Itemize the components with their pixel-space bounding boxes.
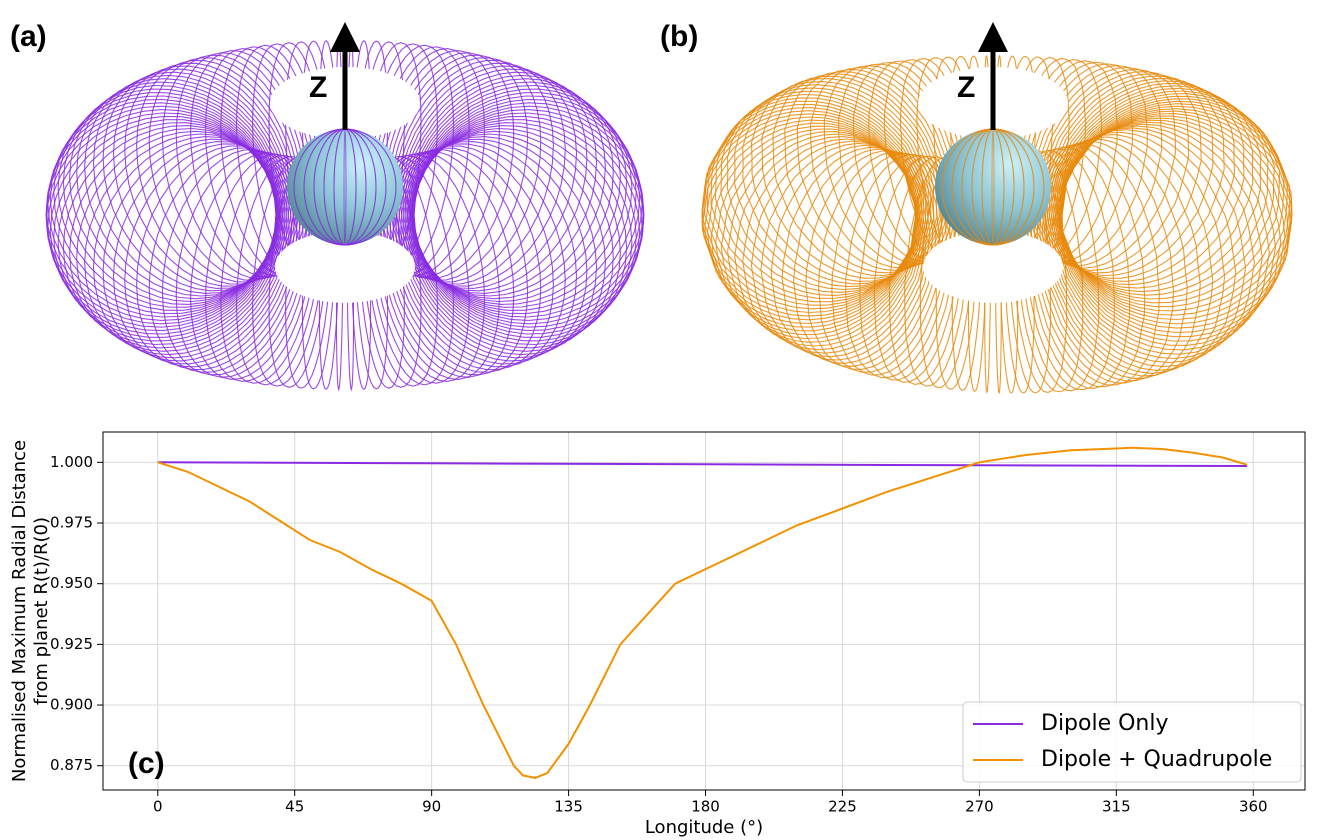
x-tick-label: 225 (828, 798, 857, 816)
x-tick-label: 360 (1239, 798, 1268, 816)
chart: 0.875 0.900 0.925 0.950 0.975 1.000 0 45 90 135 18… (9, 432, 1305, 838)
y-axis-label: Normalised Maximum Radial Distance (9, 440, 30, 782)
panel-label: (c) (128, 747, 165, 780)
legend-label: Dipole + Quadrupole (1041, 747, 1272, 772)
y-tick-label: 0.925 (50, 635, 93, 653)
panel-a: Z (46, 37, 644, 390)
legend-label: Dipole Only (1041, 711, 1169, 736)
panel-label: (b) (660, 20, 698, 53)
page: {"panels": [{"label": "(a)", "axis": "Z"… (0, 0, 1325, 840)
x-tick-label: 270 (965, 798, 994, 816)
x-tick-label: 315 (1102, 798, 1131, 816)
y-tick-label: 0.950 (50, 574, 93, 592)
series-line (158, 462, 1247, 466)
panel-label: (a) (10, 20, 47, 53)
y-tick-label: 0.975 (50, 514, 93, 532)
y-axis-label: from planet R(t)/R(0) (31, 517, 52, 705)
z-label: Z (309, 71, 327, 104)
figure: Z Z (a) (b) 0.875 0.900 0.925 0.950 0.975 1.0… (0, 0, 1325, 840)
x-tick-label: 180 (691, 798, 720, 816)
x-tick-label: 90 (422, 798, 441, 816)
x-tick-label: 135 (554, 798, 583, 816)
panel-b: Z (702, 37, 1292, 393)
x-axis-label: Longitude (°) (645, 817, 763, 838)
x-tick-label: 45 (285, 798, 304, 816)
y-tick-label: 0.875 (50, 756, 93, 774)
y-tick-label: 0.900 (50, 696, 93, 714)
x-tick-label: 0 (153, 798, 163, 816)
z-label: Z (957, 71, 975, 104)
y-tick-label: 1.000 (50, 453, 93, 471)
